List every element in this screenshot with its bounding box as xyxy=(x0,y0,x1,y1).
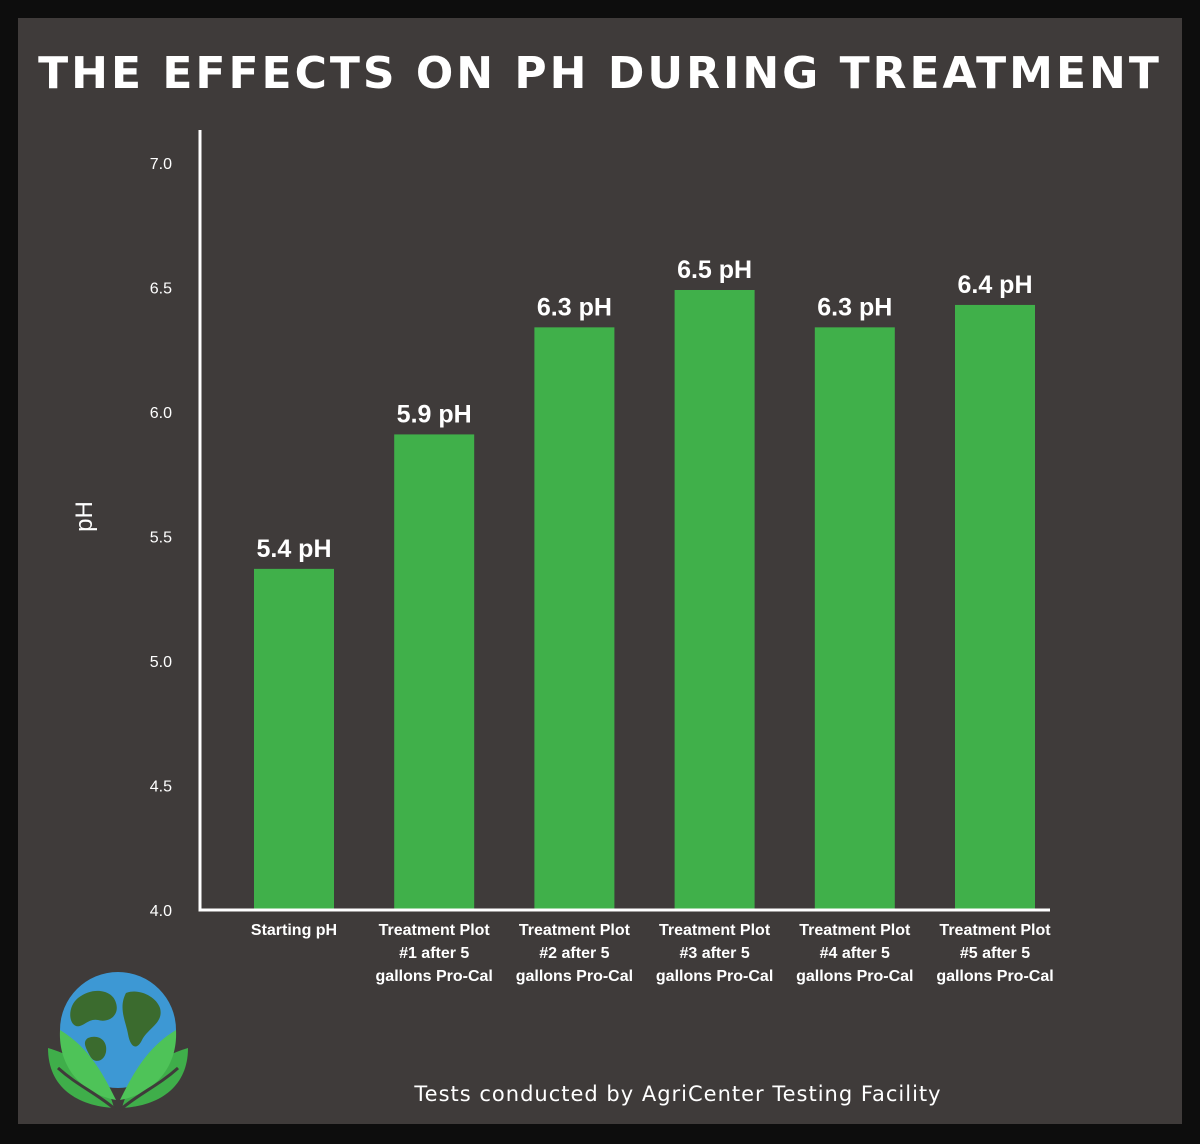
bar xyxy=(674,289,755,910)
category-label-line: #3 after 5 xyxy=(679,945,749,962)
category-label: Starting pH xyxy=(251,922,337,939)
category-label: Treatment Plot #5 after 5 gallons Pro-Cal xyxy=(936,922,1053,985)
category-label-line: Starting pH xyxy=(251,922,337,939)
category-label-line: #2 after 5 xyxy=(539,945,609,962)
globe-leaves-logo-icon xyxy=(48,972,188,1112)
data-label: 5.4 pH xyxy=(256,535,331,563)
category-label-line: gallons Pro-Cal xyxy=(656,968,773,985)
category-label-line: #5 after 5 xyxy=(960,945,1030,962)
category-label-line: gallons Pro-Cal xyxy=(936,968,1053,985)
category-label-line: #4 after 5 xyxy=(820,945,890,962)
y-tick-label: 5.0 xyxy=(150,654,172,671)
bar xyxy=(254,568,334,910)
y-tick-label: 5.5 xyxy=(150,530,172,547)
category-label-line: #1 after 5 xyxy=(399,945,469,962)
category-label: Treatment Plot #1 after 5 gallons Pro-Cal xyxy=(376,922,493,985)
y-tick-label: 4.0 xyxy=(150,903,172,920)
data-label: 6.4 pH xyxy=(957,271,1032,299)
bar xyxy=(394,434,475,910)
data-label: 6.3 pH xyxy=(537,293,612,321)
data-label: 5.9 pH xyxy=(397,400,472,428)
bar xyxy=(955,304,1035,910)
chart-title: THE EFFECTS ON PH DURING TREATMENT xyxy=(38,48,1162,99)
category-label-line: Treatment Plot xyxy=(799,922,911,939)
data-label: 6.5 pH xyxy=(677,256,752,284)
category-label-line: Treatment Plot xyxy=(939,922,1051,939)
category-label-line: gallons Pro-Cal xyxy=(376,968,493,985)
category-label-line: gallons Pro-Cal xyxy=(516,968,633,985)
data-label: 6.3 pH xyxy=(817,293,892,321)
y-ticks: 4.0 4.5 5.0 5.5 6.0 6.5 7.0 xyxy=(150,156,172,920)
y-tick-label: 6.5 xyxy=(150,281,172,298)
axes xyxy=(198,130,1050,912)
bar xyxy=(534,327,615,911)
category-label-line: gallons Pro-Cal xyxy=(796,968,913,985)
data-labels: 5.4 pH 5.9 pH 6.3 pH 6.5 pH 6.3 pH 6.4 pH xyxy=(256,256,1032,563)
category-label-line: Treatment Plot xyxy=(659,922,771,939)
footer-credit: Tests conducted by AgriCenter Testing Fa… xyxy=(414,1082,942,1106)
category-labels: Starting pH Treatment Plot #1 after 5 gallo… xyxy=(251,922,1054,985)
bars xyxy=(254,289,1035,911)
ph-bar-chart: pH 4.0 4.5 5.0 5.5 6.0 6.5 7.0 5.4 pH 5.9 pH 6.3… xyxy=(71,130,1054,985)
bar xyxy=(814,327,895,911)
category-label: Treatment Plot #4 after 5 gallons Pro-Cal xyxy=(796,922,913,985)
category-label: Treatment Plot #2 after 5 gallons Pro-Cal xyxy=(516,922,633,985)
category-label: Treatment Plot #3 after 5 gallons Pro-Cal xyxy=(656,922,773,985)
category-label-line: Treatment Plot xyxy=(379,922,491,939)
category-label-line: Treatment Plot xyxy=(519,922,631,939)
y-axis-title-group: pH xyxy=(71,501,98,532)
y-tick-label: 6.0 xyxy=(150,405,172,422)
y-tick-label: 4.5 xyxy=(150,779,172,796)
chart-panel: THE EFFECTS ON PH DURING TREATMENT pH 4.… xyxy=(18,18,1182,1124)
y-axis-title: pH xyxy=(71,501,98,532)
y-tick-label: 7.0 xyxy=(150,156,172,173)
